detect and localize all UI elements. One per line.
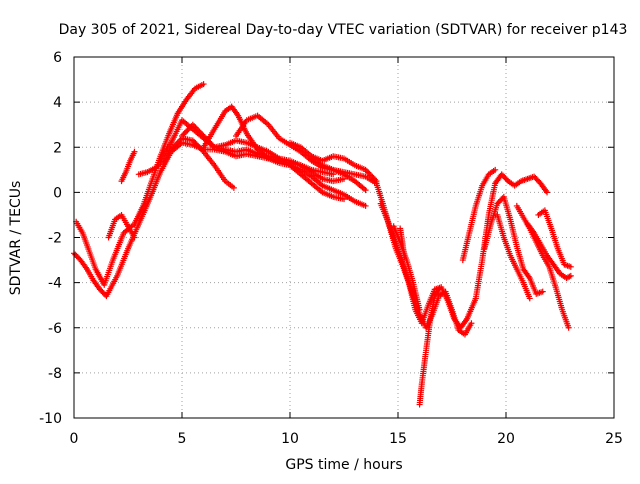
data-point: [230, 184, 237, 191]
data-point: [565, 324, 572, 331]
x-tick-label: 20: [497, 431, 515, 447]
data-point: [131, 148, 138, 155]
x-axis-label: GPS time / hours: [285, 457, 402, 473]
data-point: [468, 320, 475, 327]
data-point: [492, 166, 499, 173]
data-point: [539, 288, 546, 295]
series-track-16: [416, 286, 443, 408]
data-point: [362, 202, 369, 209]
series-track-18: [459, 166, 499, 264]
data-point: [131, 234, 138, 241]
y-axis-label: SDTVAR / TECUs: [8, 181, 24, 296]
series-track-19: [481, 193, 546, 297]
data-marks: [71, 81, 574, 408]
x-tick-label: 5: [178, 431, 187, 447]
series-track-22: [535, 207, 574, 270]
y-tick-label: 0: [53, 185, 62, 201]
data-point: [567, 272, 574, 279]
series-track-14: [390, 223, 423, 313]
series-track-6: [157, 117, 347, 185]
y-tick-label: 2: [53, 140, 62, 156]
data-point: [567, 263, 574, 270]
chart-title: Day 305 of 2021, Sidereal Day-to-day VTE…: [59, 22, 628, 38]
y-tick-label: -6: [48, 321, 62, 337]
y-tick-label: -4: [48, 276, 62, 292]
data-point: [200, 81, 207, 88]
y-tick-labels: -10 -8 -6 -4 -2 0 2 4 6: [39, 50, 62, 427]
y-tick-label: 4: [53, 95, 62, 111]
series-track-3: [105, 211, 138, 241]
series-track-5: [135, 135, 237, 191]
x-tick-labels: 0 5 10 15 20 25: [70, 431, 623, 447]
y-tick-label: -10: [39, 411, 62, 427]
x-tick-label: 10: [281, 431, 299, 447]
series-track-15: [397, 225, 408, 261]
data-point: [416, 306, 423, 313]
series-track-4: [118, 148, 138, 185]
y-tick-label: -8: [48, 366, 62, 382]
y-tick-label: -2: [48, 231, 62, 247]
axis-ticks: [73, 56, 615, 419]
data-point: [526, 295, 533, 302]
data-point: [544, 189, 551, 196]
x-tick-label: 0: [70, 431, 79, 447]
y-tick-label: 6: [53, 50, 62, 66]
data-point: [401, 254, 408, 261]
series-track-2: [73, 81, 207, 288]
series-track-23: [524, 220, 574, 282]
series-track-11: [308, 155, 369, 194]
data-point: [436, 286, 443, 293]
series-track-20: [494, 211, 533, 302]
data-point: [362, 187, 369, 194]
x-tick-label: 15: [389, 431, 407, 447]
x-tick-label: 25: [605, 431, 623, 447]
